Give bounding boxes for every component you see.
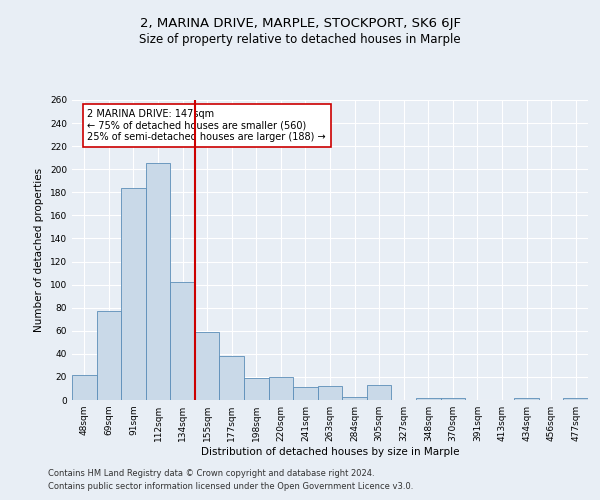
Text: Size of property relative to detached houses in Marple: Size of property relative to detached ho… — [139, 32, 461, 46]
Text: Contains public sector information licensed under the Open Government Licence v3: Contains public sector information licen… — [48, 482, 413, 491]
Bar — [514, 398, 539, 400]
Bar — [293, 388, 318, 400]
Bar — [563, 398, 588, 400]
Text: Contains HM Land Registry data © Crown copyright and database right 2024.: Contains HM Land Registry data © Crown c… — [48, 468, 374, 477]
Bar — [318, 386, 342, 400]
Bar — [170, 282, 195, 400]
Bar — [97, 311, 121, 400]
Bar — [121, 188, 146, 400]
Bar — [244, 378, 269, 400]
Bar — [367, 385, 391, 400]
Bar — [416, 398, 440, 400]
Bar — [195, 332, 220, 400]
Bar — [146, 164, 170, 400]
Text: 2 MARINA DRIVE: 147sqm
← 75% of detached houses are smaller (560)
25% of semi-de: 2 MARINA DRIVE: 147sqm ← 75% of detached… — [88, 109, 326, 142]
Y-axis label: Number of detached properties: Number of detached properties — [34, 168, 44, 332]
Bar — [220, 356, 244, 400]
Bar — [342, 396, 367, 400]
Bar — [440, 398, 465, 400]
X-axis label: Distribution of detached houses by size in Marple: Distribution of detached houses by size … — [201, 447, 459, 457]
Bar — [269, 377, 293, 400]
Bar — [72, 374, 97, 400]
Text: 2, MARINA DRIVE, MARPLE, STOCKPORT, SK6 6JF: 2, MARINA DRIVE, MARPLE, STOCKPORT, SK6 … — [139, 18, 461, 30]
